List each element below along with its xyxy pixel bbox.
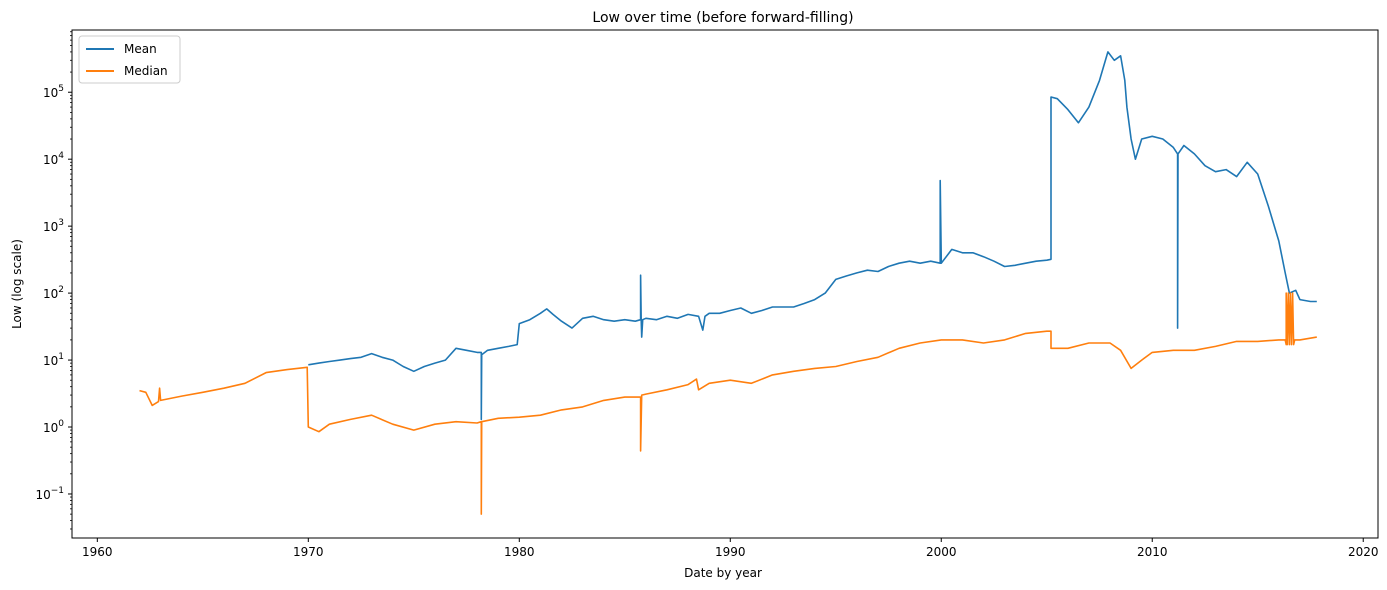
y-tick-label: 105 (43, 84, 64, 100)
y-tick-label: 104 (43, 151, 64, 167)
x-tick-label: 1990 (715, 545, 746, 559)
x-axis-label: Date by year (684, 566, 762, 580)
y-axis-label: Low (log scale) (10, 239, 24, 329)
series-line-median (139, 292, 1317, 515)
y-tick-label: 103 (43, 218, 64, 234)
x-tick-label: 1970 (293, 545, 324, 559)
x-axis-ticks: 1960 1970 1980 1990 2000 2010 2020 (82, 538, 1379, 559)
x-tick-label: 1980 (504, 545, 535, 559)
legend-median-label: Median (124, 64, 168, 78)
axes-frame (71, 29, 1379, 539)
legend: Mean Median (78, 35, 181, 84)
y-tick-label: 10−1 (35, 486, 64, 502)
legend-mean-label: Mean (124, 42, 157, 56)
y-tick-label: 101 (43, 352, 64, 368)
series-line-mean (308, 51, 1317, 421)
y-axis-ticks: 10−1 100 101 102 103 104 105 (35, 31, 72, 530)
x-tick-label: 2020 (1348, 545, 1379, 559)
x-tick-label: 2010 (1137, 545, 1168, 559)
y-tick-label: 102 (43, 285, 64, 301)
x-tick-label: 1960 (82, 545, 113, 559)
chart-title: Low over time (before forward-filling) (592, 10, 853, 26)
series-layer (139, 51, 1317, 515)
plot-area (71, 29, 1379, 539)
x-tick-label: 2000 (926, 545, 957, 559)
y-tick-label: 100 (43, 419, 64, 435)
